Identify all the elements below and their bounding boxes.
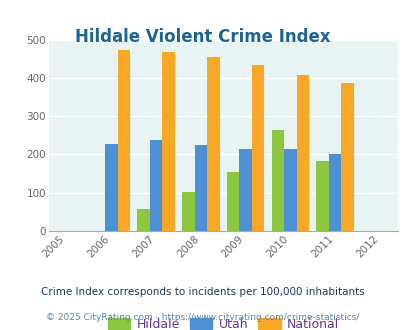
Bar	[341, 83, 353, 231]
Bar	[149, 140, 162, 231]
Text: © 2025 CityRating.com - https://www.cityrating.com/crime-statistics/: © 2025 CityRating.com - https://www.city…	[46, 313, 359, 322]
Bar	[239, 149, 252, 231]
Bar	[271, 130, 283, 231]
Bar	[137, 209, 149, 231]
Bar	[117, 50, 130, 231]
Text: Crime Index corresponds to incidents per 100,000 inhabitants: Crime Index corresponds to incidents per…	[41, 287, 364, 297]
Bar	[162, 52, 175, 231]
Bar	[315, 161, 328, 231]
Bar	[226, 173, 239, 231]
Text: Hildale Violent Crime Index: Hildale Violent Crime Index	[75, 28, 330, 46]
Bar	[182, 192, 194, 231]
Bar	[328, 154, 341, 231]
Bar	[296, 75, 309, 231]
Bar	[105, 144, 117, 231]
Bar	[194, 145, 207, 231]
Bar	[252, 65, 264, 231]
Legend: Hildale, Utah, National: Hildale, Utah, National	[104, 314, 342, 330]
Bar	[284, 149, 296, 231]
Bar	[207, 57, 219, 231]
